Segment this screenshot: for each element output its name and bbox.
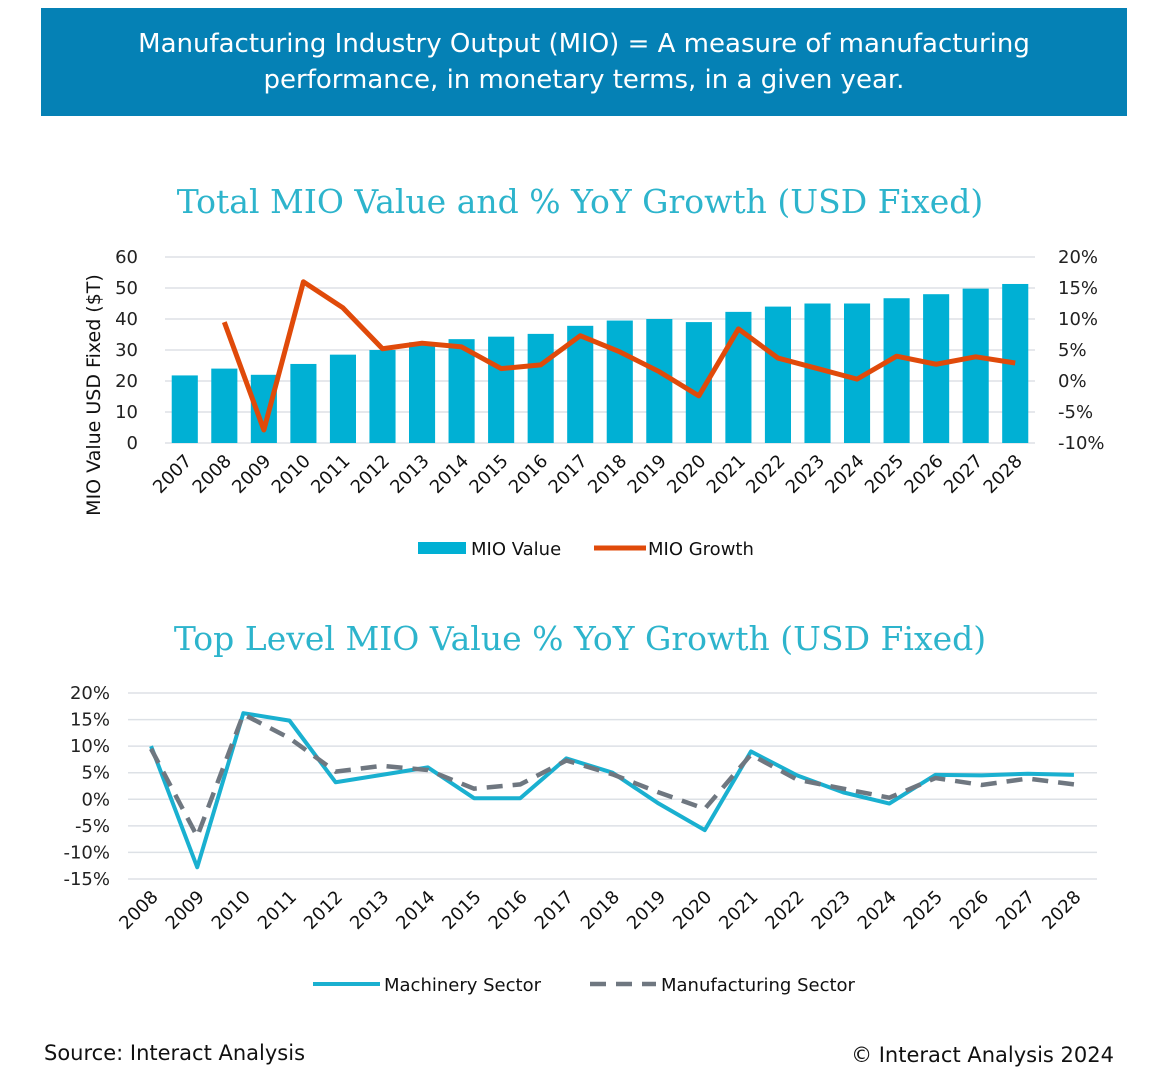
x-tick-label: 2028 <box>980 451 1027 498</box>
x-tick-label: 2026 <box>900 451 947 498</box>
x-tick-label: 2024 <box>854 887 901 934</box>
x-tick-label: 2023 <box>808 887 855 934</box>
x-tick-label: 2016 <box>485 887 532 934</box>
x-tick-label: 2014 <box>392 887 439 934</box>
legend-label-mio-value: MIO Value <box>471 539 561 560</box>
bar-2017 <box>567 325 594 443</box>
bar-2025 <box>883 298 910 443</box>
bar-2016 <box>527 333 554 443</box>
y-tick-label: -10% <box>63 842 110 863</box>
x-tick-label: 2027 <box>992 887 1039 934</box>
x-tick-label: 2010 <box>208 887 255 934</box>
y2-tick-label: 20% <box>1058 247 1098 268</box>
x-tick-label: 2008 <box>115 887 162 934</box>
x-tick-label: 2022 <box>742 451 789 498</box>
bar-2014 <box>448 339 475 443</box>
x-tick-label: 2014 <box>426 451 473 498</box>
x-tick-label: 2018 <box>584 451 631 498</box>
x-tick-label: 2015 <box>438 887 485 934</box>
legend-swatch-mio-value <box>418 542 466 554</box>
x-tick-label: 2008 <box>189 451 236 498</box>
x-tick-label: 2016 <box>505 451 552 498</box>
x-tick-label: 2018 <box>577 887 624 934</box>
bar-2019 <box>646 319 673 443</box>
x-tick-label: 2025 <box>900 887 947 934</box>
bar-2022 <box>764 306 792 443</box>
y-tick-label: 15% <box>70 710 110 731</box>
copyright-note: © Interact Analysis 2024 <box>851 1043 1114 1067</box>
y2-tick-label: 15% <box>1058 278 1098 299</box>
y-tick-label: -5% <box>75 816 110 837</box>
y-tick-label: 50 <box>115 278 138 299</box>
y-tick-label: 20% <box>70 683 110 704</box>
y-tick-label: 40 <box>115 309 138 330</box>
banner-line-1: Manufacturing Industry Output (MIO) = A … <box>138 29 1030 59</box>
x-tick-label: 2019 <box>624 451 671 498</box>
x-tick-label: 2009 <box>162 887 209 934</box>
x-tick-label: 2025 <box>861 451 908 498</box>
banner-line-2: performance, in monetary terms, in a giv… <box>263 65 905 95</box>
y-tick-label: 5% <box>81 763 110 784</box>
x-tick-label: 2010 <box>268 451 315 498</box>
y-tick-label: 20 <box>115 371 138 392</box>
y-tick-label: 30 <box>115 340 138 361</box>
x-tick-label: 2013 <box>346 887 393 934</box>
x-tick-label: 2009 <box>228 451 275 498</box>
x-tick-label: 2028 <box>1038 887 1085 934</box>
x-tick-label: 2020 <box>663 451 710 498</box>
x-tick-label: 2024 <box>821 451 868 498</box>
y-tick-label: 0 <box>127 433 138 454</box>
x-tick-label: 2015 <box>465 451 512 498</box>
bar-2026 <box>923 294 950 443</box>
source-note: Source: Interact Analysis <box>44 1041 306 1065</box>
legend-label-mio-growth: MIO Growth <box>648 539 754 560</box>
x-tick-label: 2007 <box>149 451 196 498</box>
x-tick-label: 2017 <box>545 451 592 498</box>
bar-2011 <box>329 354 357 443</box>
x-tick-label: 2027 <box>940 451 987 498</box>
y-tick-label: 10% <box>70 736 110 757</box>
y-tick-label: 0% <box>81 789 110 810</box>
x-tick-label: 2021 <box>715 887 762 934</box>
manufacturing-sector-line <box>149 711 1075 842</box>
machinery-sector-line <box>149 711 1074 870</box>
legend-label-manufacturing: Manufacturing Sector <box>661 975 856 996</box>
x-tick-label: 2011 <box>307 451 354 498</box>
bar-2015 <box>488 336 515 443</box>
bar-2010 <box>290 363 317 443</box>
x-tick-label: 2026 <box>946 887 993 934</box>
y-axis-label: MIO Value USD Fixed ($T) <box>83 274 105 516</box>
bar-2018 <box>606 320 633 443</box>
y-tick-label: 60 <box>115 247 138 268</box>
x-tick-label: 2022 <box>761 887 808 934</box>
x-tick-label: 2013 <box>386 451 433 498</box>
y2-tick-label: 5% <box>1058 340 1087 361</box>
bar-2012 <box>369 350 396 443</box>
y2-tick-label: -5% <box>1058 402 1093 423</box>
bar-2027 <box>962 288 989 443</box>
x-tick-label: 2020 <box>669 887 716 934</box>
y2-tick-label: 0% <box>1058 371 1087 392</box>
y-tick-label: 10 <box>115 402 138 423</box>
y2-tick-label: -10% <box>1058 433 1105 454</box>
chart2-title: Top Level MIO Value % YoY Growth (USD Fi… <box>173 619 987 658</box>
bar-2013 <box>408 342 436 443</box>
y-tick-label: -15% <box>63 869 110 890</box>
x-tick-label: 2012 <box>347 451 394 498</box>
chart1-title: Total MIO Value and % YoY Growth (USD Fi… <box>176 182 984 221</box>
header-banner: Manufacturing Industry Output (MIO) = A … <box>41 8 1127 116</box>
x-tick-label: 2023 <box>782 451 829 498</box>
y2-tick-label: 10% <box>1058 309 1098 330</box>
x-tick-label: 2011 <box>254 887 301 934</box>
legend-label-machinery: Machinery Sector <box>384 975 542 996</box>
x-tick-label: 2012 <box>300 887 347 934</box>
bar-2008 <box>211 368 238 443</box>
x-tick-label: 2017 <box>531 887 578 934</box>
x-tick-label: 2019 <box>623 887 670 934</box>
bar-2007 <box>171 375 198 443</box>
x-tick-label: 2021 <box>703 451 750 498</box>
